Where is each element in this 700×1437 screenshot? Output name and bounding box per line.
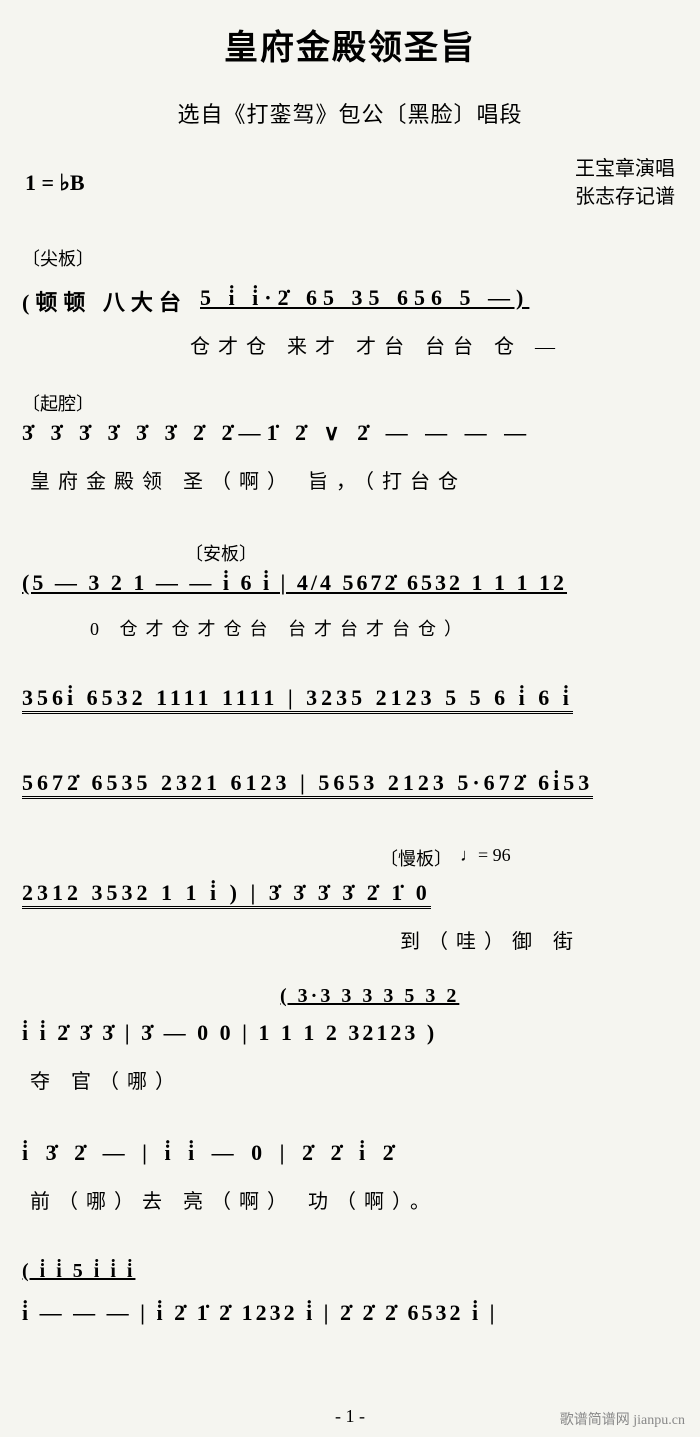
lyric-row-1: 仓才仓 来才 才台 台台 仓 — bbox=[190, 330, 563, 359]
lyric-row-7: 夺 官（哪） bbox=[30, 1065, 183, 1094]
notation-row-3: (5 — 3 2 1 — — i̇ 6 i̇ | 4/4 5672̇ 6532 … bbox=[22, 570, 567, 596]
lyric-row-3: 0 仓才仓才仓台 台才台才台仓） bbox=[90, 615, 470, 641]
section-anban: 〔安板〕 bbox=[185, 540, 257, 566]
notation-row-1-prefix: (顿顿 八大台 bbox=[22, 285, 187, 317]
notation-row-8: i̇ 3̇ 2̇ — | i̇ i̇ — 0 | 2̇ 2̇ i̇ 2̇ bbox=[22, 1140, 400, 1166]
watermark-text: 歌谱简谱网 jianpu.cn bbox=[560, 1409, 685, 1429]
notation-row-4: 356i̇ 6532 1111 1111 | 3235 2123 5 5 6 i… bbox=[22, 685, 573, 711]
lyric-row-2: 皇府金殿领 圣（啊） 旨，（打台仓 bbox=[30, 465, 466, 494]
notation-row-9: i̇ — — — | i̇ 2̇ 1̇ 2̇ 1232 i̇ | 2̇ 2̇ 2… bbox=[22, 1300, 497, 1326]
credits-block: 王宝章演唱 张志存记谱 bbox=[575, 155, 675, 211]
line6-notes: 2312 3532 1 1 i̇ ) | 3̇ 3̇ 3̇ 3̇ 2̇ 1̇ 0 bbox=[22, 880, 431, 909]
section-manban: 〔慢板〕 bbox=[380, 845, 452, 871]
singer-credit: 王宝章演唱 bbox=[575, 155, 675, 183]
section-jianban: 〔尖板〕 bbox=[22, 245, 94, 271]
notation-row-1: 5 i̇ i̇·2̇ 65 35 656 5 —) bbox=[200, 285, 529, 311]
page-number: - 1 - bbox=[335, 1406, 365, 1427]
line7-notes: i̇ i̇ 2̇ 3̇ 3̇ | 3̇ — 0 0 | 1 1 1 2 3212… bbox=[22, 1020, 437, 1045]
transcriber-credit: 张志存记谱 bbox=[575, 183, 675, 211]
line9-notes: i̇ — — — | i̇ 2̇ 1̇ 2̇ 1232 i̇ | 2̇ 2̇ 2… bbox=[22, 1300, 497, 1325]
lyric-row-8: 前（哪）去 亮（啊） 功（啊）。 bbox=[30, 1185, 438, 1214]
tempo-marking: ♩= 96 bbox=[460, 845, 511, 866]
notation-row-7-top: ( 3·3 3 3 3 5 3 2 bbox=[280, 985, 459, 1008]
line3-notes: (5 — 3 2 1 — — i̇ 6 i̇ | 4/4 5672̇ 6532 … bbox=[22, 570, 567, 595]
page-subtitle: 选自《打銮驾》包公〔黑脸〕唱段 bbox=[0, 97, 700, 129]
notation-row-5: 5672̇ 6535 2321 6123 | 5653 2123 5·672̇ … bbox=[22, 770, 593, 796]
notation-row-2: 3̇ 3̇ 3̇ 3̇ 3̇ 3̇ 2̇ 2̇—1̇ 2̇ ∨ 2̇ — — —… bbox=[22, 420, 532, 446]
line5-notes: 5672̇ 6535 2321 6123 | 5653 2123 5·672̇ … bbox=[22, 770, 593, 799]
notation-row-9-top: ( i̇ i̇ 5 i̇ i̇ i̇ bbox=[22, 1260, 135, 1283]
key-signature: 1 = ♭B bbox=[25, 170, 85, 196]
page-title: 皇府金殿领圣旨 bbox=[0, 0, 700, 69]
notation-row-7: i̇ i̇ 2̇ 3̇ 3̇ | 3̇ — 0 0 | 1 1 1 2 3212… bbox=[22, 1020, 437, 1046]
line1-notes: 5 i̇ i̇·2̇ 65 35 656 5 —) bbox=[200, 285, 529, 310]
line1-prefix-text: (顿顿 八大台 bbox=[22, 290, 187, 315]
line4-notes: 356i̇ 6532 1111 1111 | 3235 2123 5 5 6 i… bbox=[22, 685, 573, 714]
lyric-row-6: 到（哇）御 街 bbox=[400, 925, 581, 954]
section-qiqiang: 〔起腔〕 bbox=[22, 390, 94, 416]
line7-top-notes: ( 3·3 3 3 3 5 3 2 bbox=[280, 985, 459, 1007]
line9-top-notes: ( i̇ i̇ 5 i̇ i̇ i̇ bbox=[22, 1260, 135, 1282]
notation-row-6: 2312 3532 1 1 i̇ ) | 3̇ 3̇ 3̇ 3̇ 2̇ 1̇ 0 bbox=[22, 880, 431, 906]
